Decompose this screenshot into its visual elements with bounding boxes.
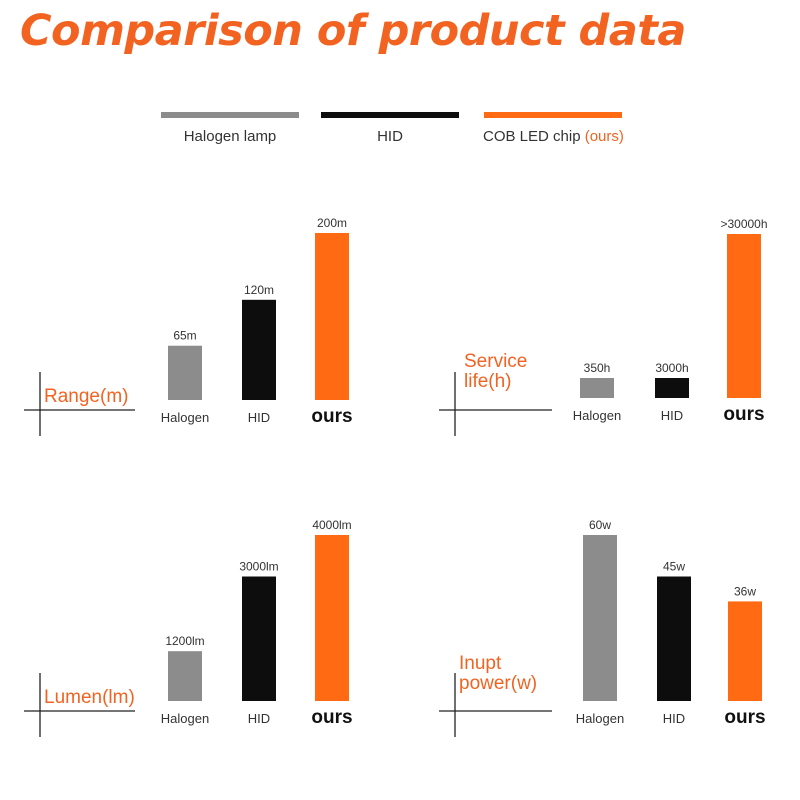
bar-halogen [583,535,617,701]
legend-label-hid: HID [377,128,403,145]
legend-item-halogen: Halogen lamp [160,112,300,145]
data-label: 60w [589,518,611,532]
category-label: ours [723,404,764,425]
category-label: HID [661,408,683,423]
legend-note-ours: (ours) [584,128,624,145]
data-label: 200m [317,216,347,230]
chart-panel-0: Range(m) 65m Halogen 120m HID 200m ours [24,216,353,436]
data-label: >30000h [720,217,767,231]
category-label: ours [724,707,765,728]
bar-hid [655,378,689,398]
bar-ours [727,234,761,398]
category-label: ours [311,406,352,427]
metric-label: life(h) [464,371,512,392]
category-label: Halogen [573,408,621,423]
data-label: 3000lm [239,560,278,574]
legend-item-ours: COB LED chip (ours) [483,112,624,145]
metric-label: Service [464,351,527,372]
page-title: Comparison of product data [20,6,686,56]
category-label: ours [311,707,352,728]
category-label: Halogen [161,410,209,425]
metric-label: power(w) [459,673,537,694]
legend-swatch-halogen [161,112,299,118]
legend-swatch-hid [321,112,459,118]
data-label: 36w [734,584,756,598]
data-label: 350h [584,361,611,375]
bar-ours [315,233,349,400]
metric-label: Range(m) [44,386,128,407]
legend-label-ours: COB LED chip [483,128,581,145]
data-label: 4000lm [312,518,351,532]
category-label: Halogen [576,711,624,726]
data-label: 3000h [655,361,688,375]
data-label: 1200lm [165,634,204,648]
category-label: HID [248,711,270,726]
metric-label: Lumen(lm) [44,687,135,708]
bar-hid [242,576,276,701]
bar-halogen [168,345,202,400]
chart-panel-2: Lumen(lm) 1200lm Halogen 3000lm HID 4000lm our… [24,518,353,737]
bar-halogen [168,651,202,701]
data-label: 120m [244,283,274,297]
data-label: 65m [173,329,196,343]
data-label: 45w [663,560,685,574]
category-label: HID [248,410,270,425]
bar-ours [728,601,762,701]
legend-item-hid: HID [320,112,460,145]
category-label: Halogen [161,711,209,726]
metric-label: Inupt [459,653,502,674]
bar-hid [242,299,276,400]
legend-swatch-ours [484,112,622,118]
bar-hid [657,576,691,701]
bar-halogen [580,378,614,398]
legend-label-halogen: Halogen lamp [183,128,277,145]
category-label: HID [663,711,685,726]
bar-ours [315,535,349,701]
